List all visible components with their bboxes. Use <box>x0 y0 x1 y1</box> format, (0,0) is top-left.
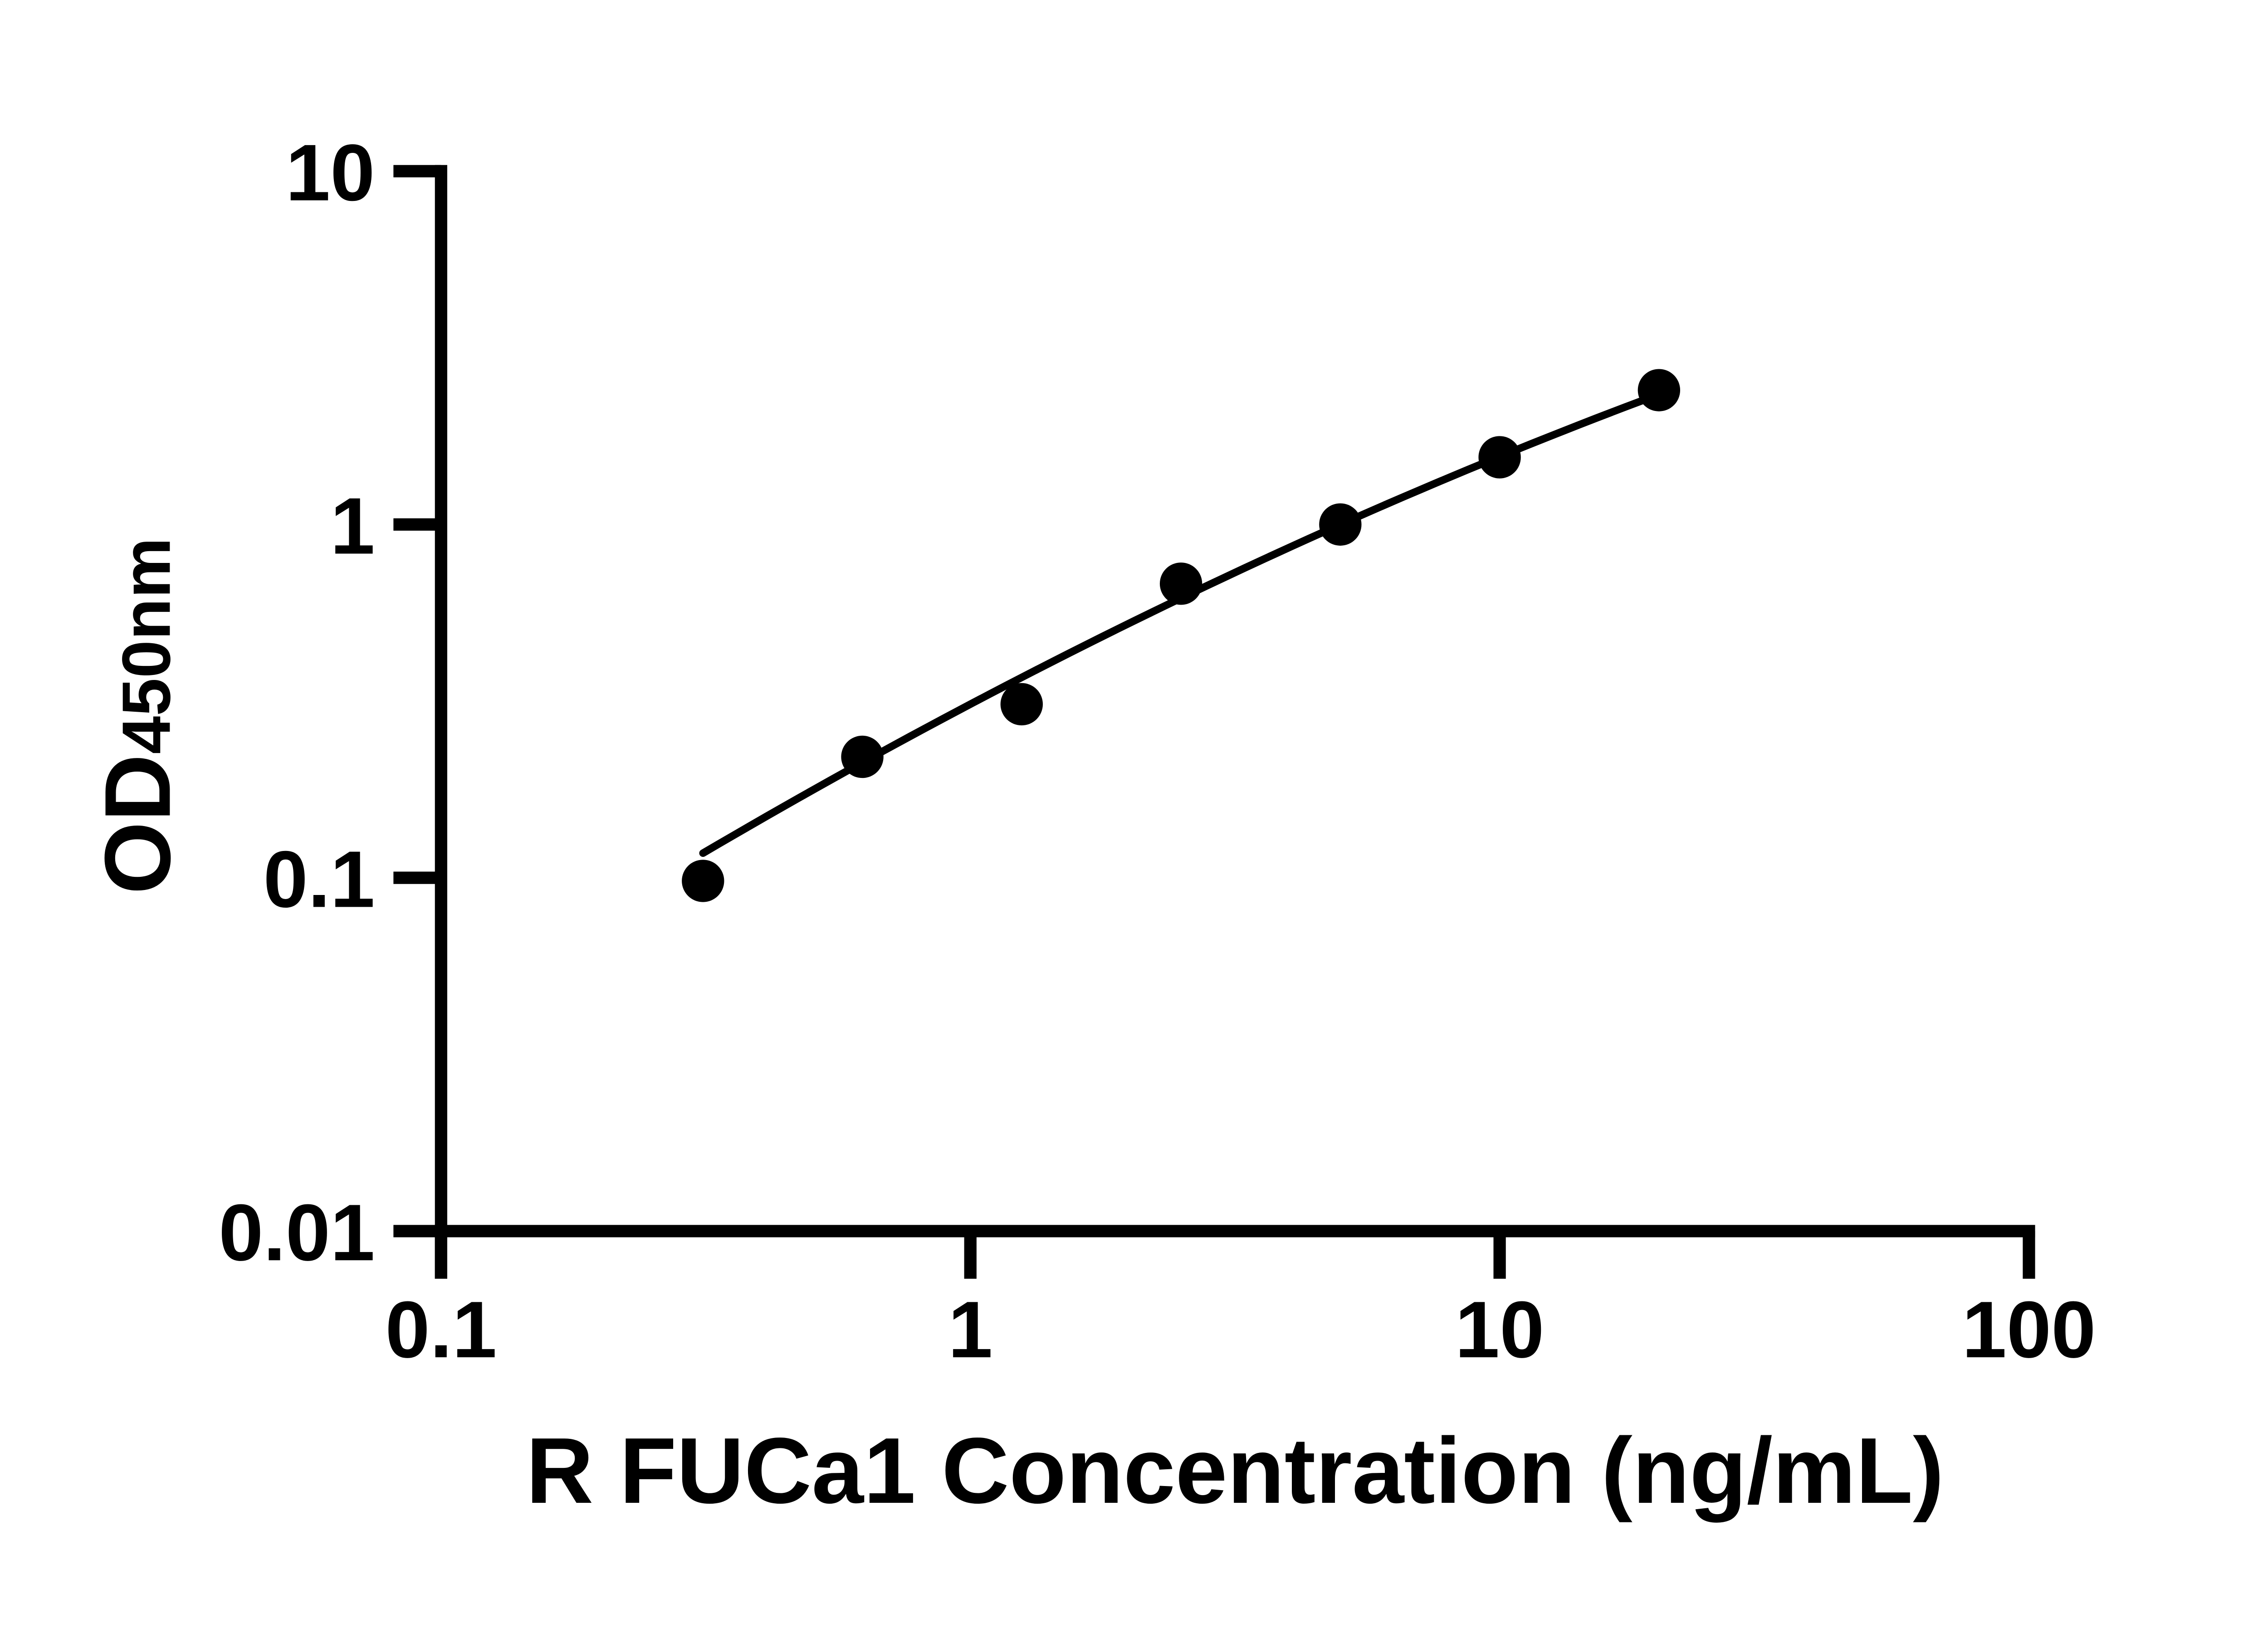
y-tick-label-10: 10 <box>286 128 375 218</box>
data-point-10 <box>1478 436 1521 479</box>
y-tick-label-0.1: 0.1 <box>264 834 375 924</box>
x-tick-label-0.1: 0.1 <box>385 1285 497 1374</box>
y-axis-title: OD450nm <box>85 538 190 895</box>
x-tick-label-10: 10 <box>1455 1285 1545 1374</box>
data-point-0.3125 <box>682 860 724 902</box>
y-tick-label-0.01: 0.01 <box>219 1188 375 1277</box>
data-point-20 <box>1637 369 1681 411</box>
data-point-2.5 <box>1159 562 1202 605</box>
x-tick-label-1: 1 <box>948 1285 992 1374</box>
x-axis-title: R FUCa1 Concentration (ng/mL) <box>526 1418 1944 1523</box>
y-axis-title-subscript: 450nm <box>108 538 184 754</box>
y-axis-title-main: OD <box>85 754 190 894</box>
chart-background <box>0 22 2268 1611</box>
x-tick-label-100: 100 <box>1962 1285 2096 1374</box>
data-point-1.25 <box>1000 683 1043 726</box>
y-tick-label-1: 1 <box>330 481 375 571</box>
data-point-5 <box>1319 503 1362 546</box>
data-point-0.625 <box>841 735 884 778</box>
